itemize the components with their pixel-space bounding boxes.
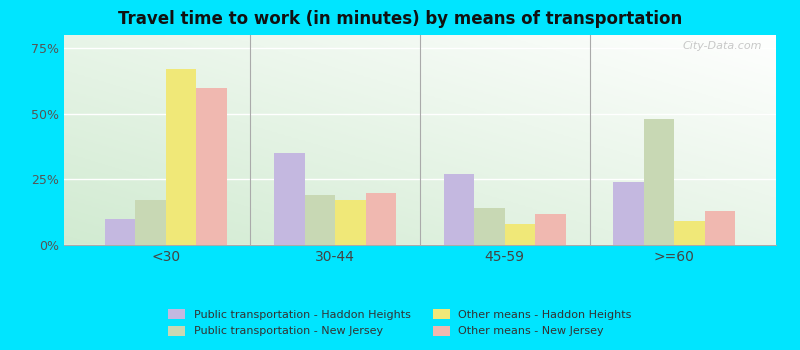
Legend: Public transportation - Haddon Heights, Public transportation - New Jersey, Othe: Public transportation - Haddon Heights, … (164, 305, 636, 341)
Bar (444, 174, 474, 245)
Bar (674, 222, 705, 245)
Bar (166, 69, 196, 245)
Bar (305, 195, 335, 245)
Bar (505, 224, 535, 245)
Text: City-Data.com: City-Data.com (682, 41, 762, 51)
Text: Travel time to work (in minutes) by means of transportation: Travel time to work (in minutes) by mean… (118, 10, 682, 28)
Bar (335, 200, 366, 245)
Bar (274, 153, 305, 245)
Bar (105, 219, 135, 245)
Bar (705, 211, 735, 245)
Bar (366, 193, 396, 245)
Bar (474, 208, 505, 245)
Bar (135, 200, 166, 245)
Bar (196, 88, 226, 245)
Bar (614, 182, 644, 245)
Bar (535, 214, 566, 245)
Bar (644, 119, 674, 245)
